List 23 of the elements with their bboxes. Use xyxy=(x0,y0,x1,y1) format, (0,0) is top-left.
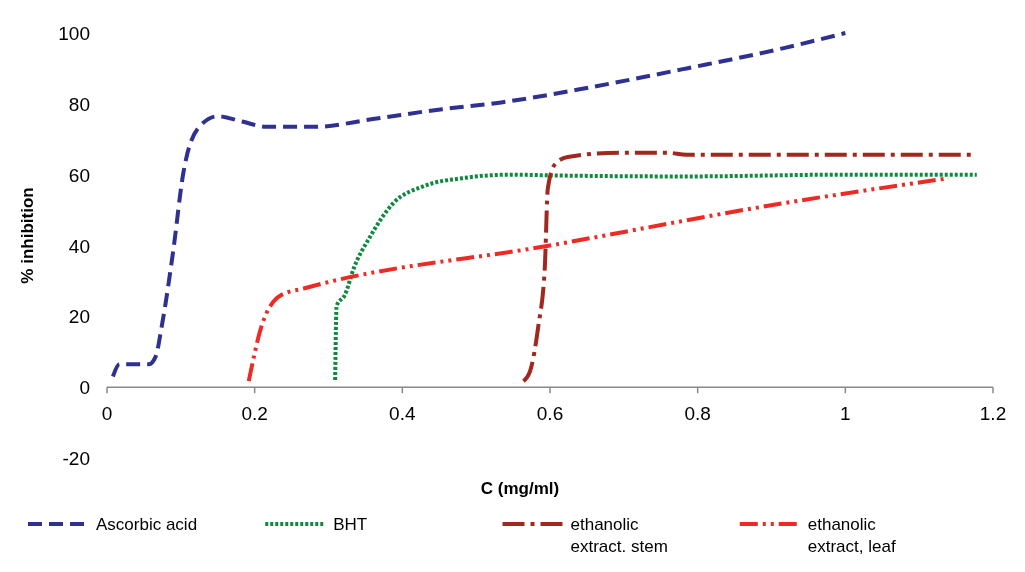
x-tick-label: 0.6 xyxy=(536,403,564,425)
y-axis-title: % inhibition xyxy=(18,187,37,284)
legend-label: BHT xyxy=(333,515,368,534)
y-tick-label: 60 xyxy=(68,164,90,186)
x-tick-label: 1 xyxy=(840,403,851,425)
y-tick-label: 100 xyxy=(58,23,90,44)
legend-label: Ascorbic acid xyxy=(96,515,198,534)
y-tick-label: -20 xyxy=(62,448,90,469)
y-tick-label: 20 xyxy=(68,306,90,328)
y-tick-label: 0 xyxy=(79,377,90,399)
line-series xyxy=(110,31,848,379)
line-series xyxy=(246,176,951,384)
x-tick-label: 0.8 xyxy=(684,403,711,425)
x-tick-label: 1.2 xyxy=(979,403,1007,425)
x-tick-label: 0.4 xyxy=(389,403,416,425)
legend-label: ethanolic extract, leaf xyxy=(807,515,896,556)
x-tick-label: 0 xyxy=(101,403,113,425)
x-tick-label: 0.2 xyxy=(241,403,268,425)
line-series xyxy=(333,172,979,383)
x-axis-title: C (mg/ml) xyxy=(480,479,560,498)
y-tick-label: 80 xyxy=(68,93,90,115)
legend-label: ethanolic extract. stem xyxy=(570,515,668,556)
y-tick-label: 40 xyxy=(68,235,90,257)
